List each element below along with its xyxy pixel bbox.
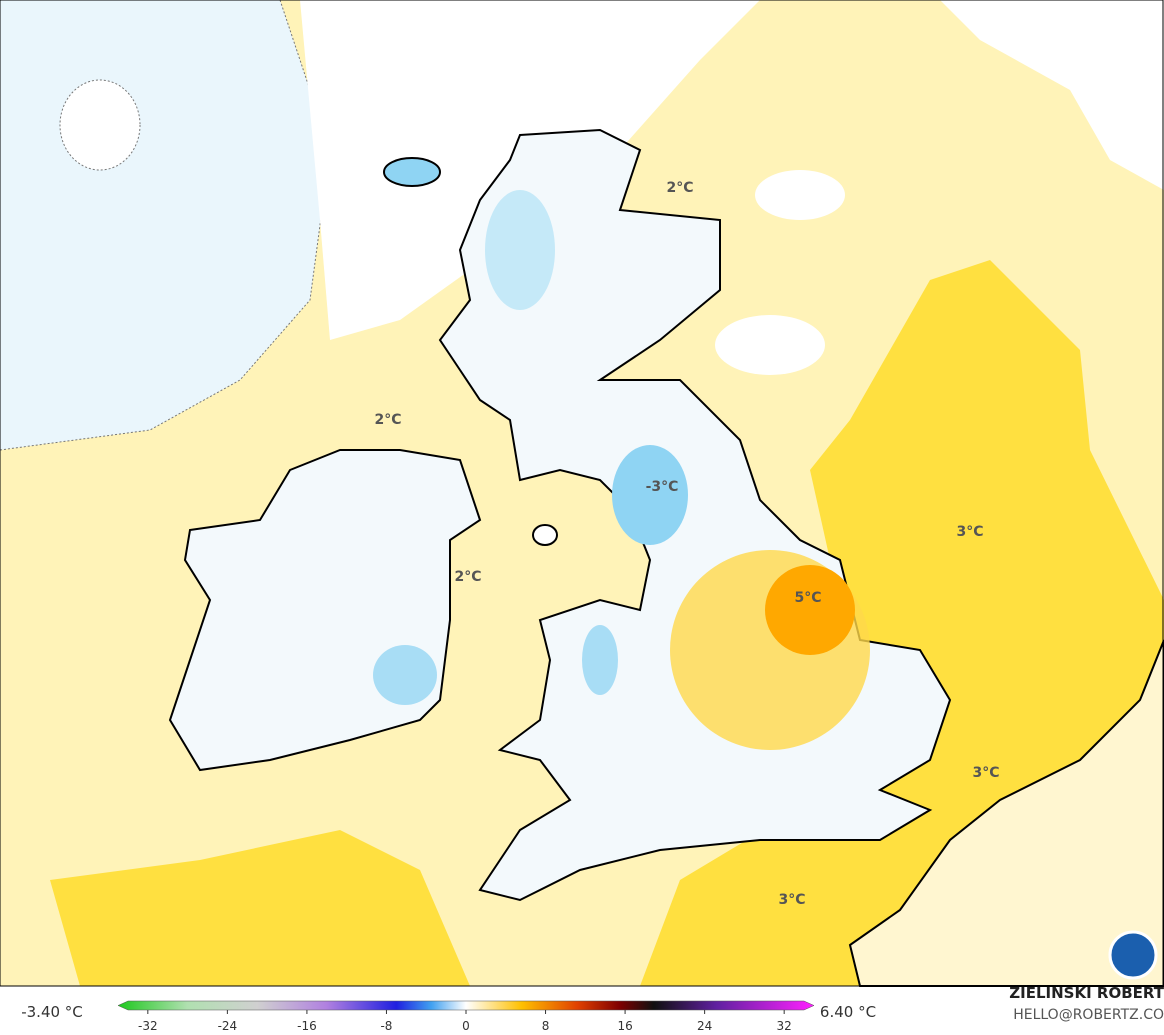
- neutral-area: [715, 315, 825, 375]
- colorbar-tick-label: -8: [380, 1019, 392, 1033]
- colorbar-tick-label: 0: [462, 1019, 470, 1033]
- colorbar-scale: [117, 1000, 815, 1011]
- colorbar-tick-label: 24: [697, 1019, 712, 1033]
- min-label: -3.40 °C: [21, 1003, 83, 1021]
- cold-area: [582, 625, 618, 695]
- warm-core: [765, 565, 855, 655]
- map: 2°C 2°C 2°C -3°C 5°C 3°C 3°C 3°C: [0, 0, 1164, 987]
- contour-label: -3°C: [646, 479, 679, 495]
- contour-label: 2°C: [454, 569, 481, 585]
- author: ZIELINSKI ROBERT: [1009, 984, 1164, 1002]
- skye: [383, 157, 441, 187]
- cold-core: [612, 445, 688, 545]
- colorbar-tick-label: -32: [138, 1019, 158, 1033]
- contour-label: 3°C: [778, 892, 805, 908]
- cold-area: [485, 190, 555, 310]
- contour-label: 3°C: [956, 524, 983, 540]
- noaa-logo: [1108, 930, 1158, 980]
- colorbar-tick-label: -24: [218, 1019, 238, 1033]
- neutral-area: [59, 79, 141, 171]
- isle-of-man: [532, 524, 558, 546]
- warm-area: [50, 830, 470, 986]
- contour-label: 2°C: [666, 180, 693, 196]
- map-frame: [0, 0, 1164, 987]
- colorbar-tick-label: 16: [617, 1019, 632, 1033]
- colorbar-tick-label: -16: [297, 1019, 317, 1033]
- colorbar-tick-label: 8: [542, 1019, 550, 1033]
- max-label: 6.40 °C: [820, 1003, 876, 1021]
- contour-label: 3°C: [972, 765, 999, 781]
- colorbar-tick-label: 32: [777, 1019, 792, 1033]
- contour-label: 5°C: [794, 590, 821, 606]
- contact: HELLO@ROBERTZ.CO: [1013, 1007, 1164, 1023]
- colorbar: -3.40 °C 6.40 °C -32 -24 -16 -8 0 8 16 24 32: [21, 1000, 876, 1033]
- neutral-area: [755, 170, 845, 220]
- cold-area: [373, 645, 437, 705]
- contour-label: 2°C: [374, 412, 401, 428]
- neutral-area: [940, 0, 1164, 190]
